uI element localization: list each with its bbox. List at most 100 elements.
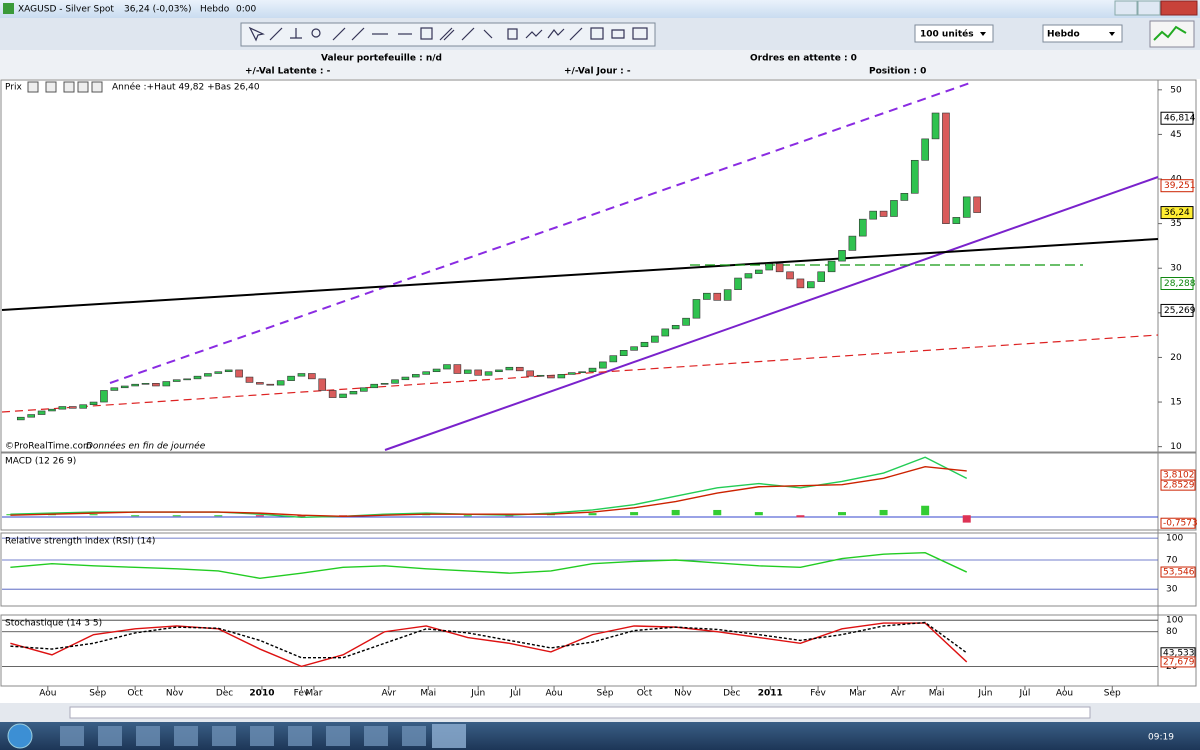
candle <box>141 383 150 385</box>
y-tick-label: 100 <box>1166 534 1183 544</box>
candle <box>110 387 119 391</box>
macd-histogram <box>796 515 805 518</box>
title-bar <box>0 0 1200 18</box>
value-label: 43,533 <box>1163 648 1195 658</box>
macd-histogram <box>214 515 223 517</box>
candle <box>172 379 181 382</box>
candle <box>515 366 524 372</box>
price-label: Prix <box>5 83 22 93</box>
candle <box>27 414 35 418</box>
macd-histogram <box>89 514 98 516</box>
source: ©ProRealTime.com <box>5 442 92 452</box>
x-tick-label: Jun <box>977 689 992 699</box>
candle <box>328 390 337 398</box>
candle <box>266 383 275 386</box>
candle <box>744 273 753 279</box>
scrollbar[interactable] <box>69 706 1091 719</box>
y-tick-label: 45 <box>1170 130 1181 140</box>
value-label: -0,7573 <box>1163 519 1198 529</box>
x-tick-label: Avr <box>891 689 906 699</box>
candle <box>755 269 763 274</box>
candle <box>807 281 815 289</box>
x-tick-label: Jul <box>509 689 521 699</box>
macd-histogram <box>588 513 597 516</box>
candle <box>661 328 670 337</box>
macd-histogram <box>754 512 763 516</box>
candle <box>463 369 472 374</box>
candle <box>692 299 701 319</box>
candle <box>16 416 25 421</box>
candle <box>713 292 722 301</box>
candle <box>443 364 451 370</box>
macd-histogram <box>172 515 181 517</box>
macd-histogram <box>463 515 472 517</box>
y-tick-label: 15 <box>1170 398 1181 408</box>
x-tick-label: Sep <box>597 689 614 699</box>
candle <box>235 369 243 378</box>
value-label: 3,8102 <box>1163 471 1195 481</box>
candle <box>962 196 971 218</box>
latent: +/-Val Latente : - <box>245 67 331 77</box>
candle <box>495 369 503 373</box>
candle <box>838 250 846 262</box>
period: Hebdo <box>200 5 230 15</box>
candle <box>432 368 441 373</box>
x-tick-label: Nov <box>166 689 184 699</box>
candle <box>952 217 961 224</box>
candle <box>651 335 659 343</box>
x-tick-label: Fev <box>810 689 826 699</box>
candle <box>214 371 223 374</box>
macd-histogram <box>297 515 306 518</box>
candle <box>858 218 867 237</box>
x-tick-label: Dec <box>216 689 233 699</box>
x-tick-label: Mai <box>929 689 945 699</box>
data-note: Données en fin de journée <box>86 441 206 452</box>
candle <box>58 406 67 410</box>
y-tick-label: 35 <box>1170 219 1181 229</box>
candle <box>453 364 462 374</box>
y-tick-label: 50 <box>1170 85 1182 95</box>
quantity-dropdown[interactable] <box>914 24 994 43</box>
indicators-button[interactable] <box>1149 20 1195 48</box>
candle <box>526 370 534 377</box>
start-button[interactable] <box>7 723 33 749</box>
price-label: 39,251 <box>1164 181 1196 191</box>
portfolio: Valeur portefeuille : n/d <box>321 54 442 64</box>
candle <box>910 159 919 194</box>
minimize-button[interactable] <box>1114 0 1138 16</box>
macd-histogram <box>255 515 264 517</box>
macd-histogram <box>131 515 140 517</box>
price-label-box <box>1160 277 1194 291</box>
rsi-label: Relative strength index (RSI) (14) <box>5 537 155 547</box>
candle <box>297 373 306 377</box>
value-box <box>1160 656 1196 668</box>
value-label: 2,8529 <box>1163 481 1195 491</box>
candle <box>931 112 940 140</box>
toolbar-period: Hebdo <box>1047 30 1080 40</box>
period-dropdown[interactable] <box>1042 24 1123 43</box>
x-tick-label: Aou <box>39 689 56 699</box>
value-label: 53,546 <box>1163 568 1195 578</box>
candle <box>578 371 586 374</box>
candle <box>474 369 482 376</box>
candle <box>765 263 774 271</box>
maximize-button[interactable] <box>1137 0 1161 16</box>
candle <box>848 235 857 251</box>
value-box <box>1160 479 1196 491</box>
candle <box>68 406 77 409</box>
candle <box>100 390 108 403</box>
x-tick-label: Mar <box>849 689 866 699</box>
candle <box>318 378 327 391</box>
candle <box>183 378 191 381</box>
price-panel <box>0 79 1197 453</box>
macd-histogram <box>879 509 888 516</box>
y-tick-label: 80 <box>1166 627 1178 637</box>
macd-histogram <box>921 505 930 516</box>
y-tick-label: 20 <box>1170 353 1182 363</box>
close-button[interactable] <box>1160 0 1198 16</box>
drawing-tools[interactable] <box>240 22 656 47</box>
candle <box>869 210 877 220</box>
candle <box>256 382 264 385</box>
price-label-box <box>1160 179 1194 193</box>
